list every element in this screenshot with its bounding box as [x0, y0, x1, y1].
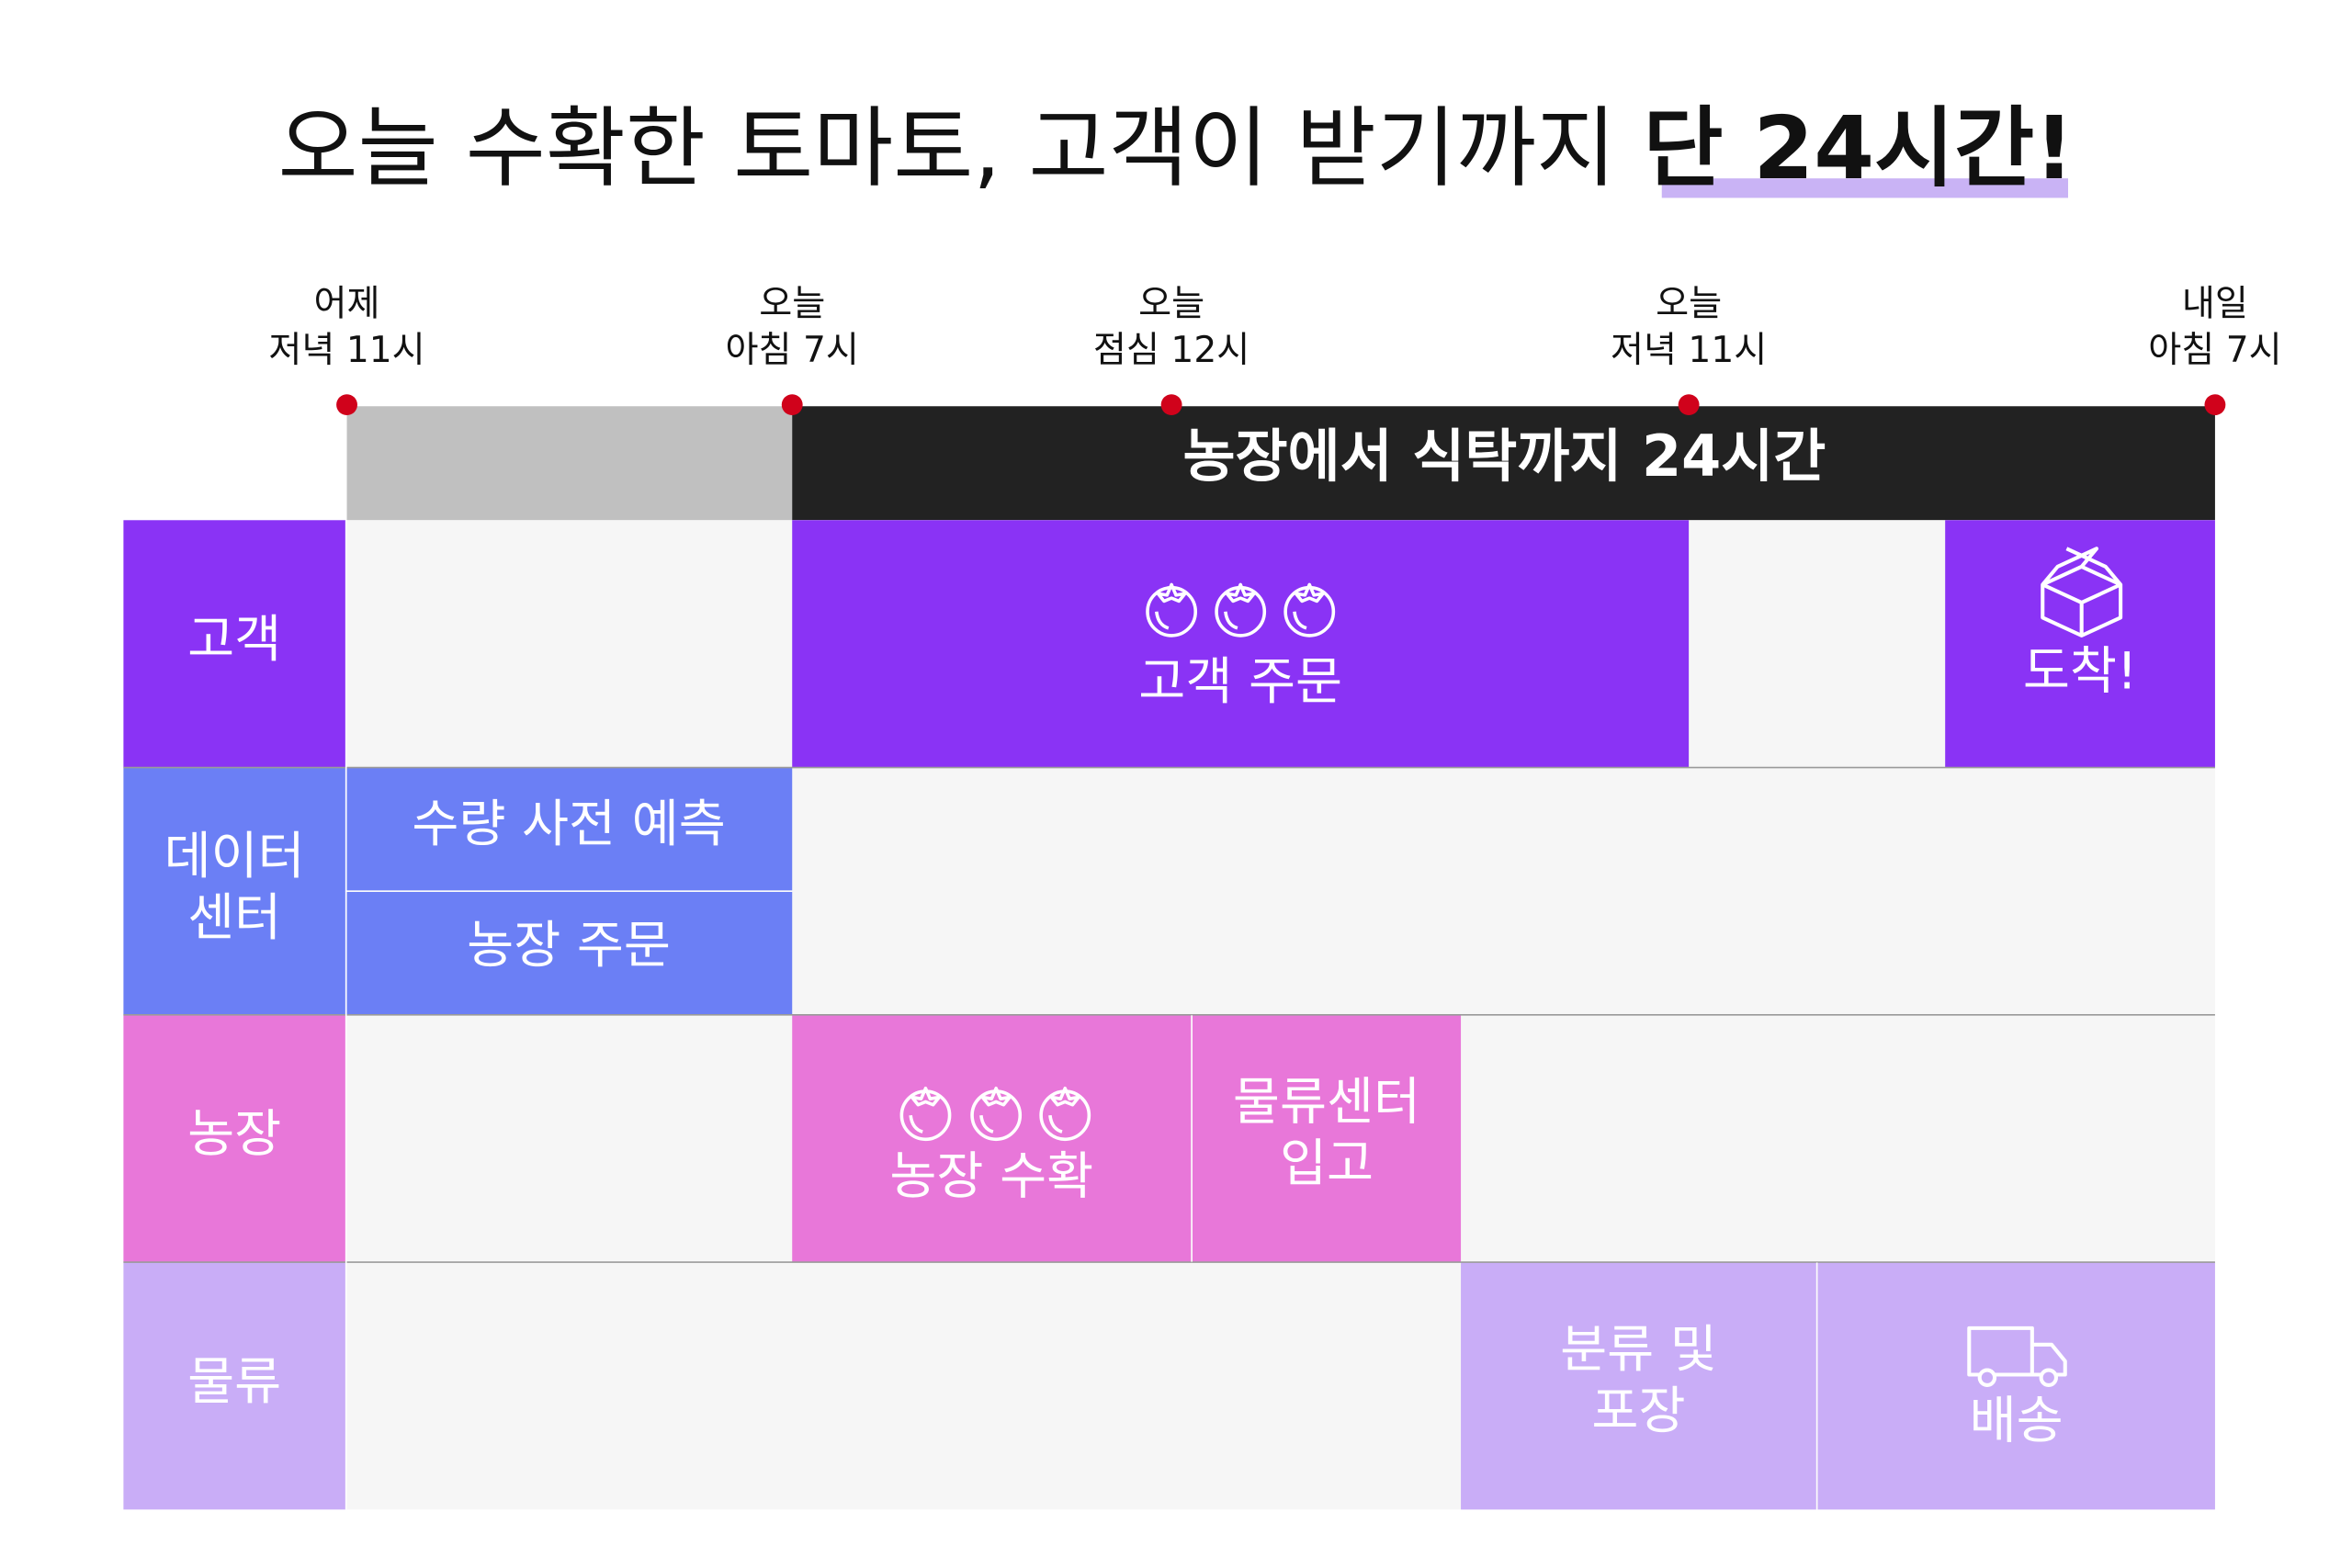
tomato-leaf: [1049, 1086, 1080, 1107]
tomato-icon: [1283, 582, 1336, 637]
block: [1192, 1014, 1462, 1263]
box-shape: [2041, 547, 2123, 637]
tomato-icon: [1215, 582, 1267, 637]
block-label: 입고: [1280, 1135, 1374, 1194]
block: [792, 520, 1690, 768]
tomato-shine: [1293, 611, 1307, 630]
row-label: 센터: [187, 889, 281, 948]
row-header: [123, 520, 345, 768]
tomato-icon: [1039, 1086, 1091, 1142]
tomato-shine: [1224, 611, 1238, 630]
block-label: 포장: [1591, 1382, 1685, 1441]
tomato-icon: [1146, 582, 1198, 637]
truck-wheel: [2039, 1368, 2058, 1387]
block-label: 도착!: [2023, 642, 2137, 701]
time-day: 오늘: [1656, 283, 1722, 324]
block-label: 수량 사전 예측: [412, 795, 725, 854]
tomato-leaf: [1294, 582, 1325, 604]
time-day: 내일: [2182, 283, 2248, 324]
time-hour: 점심 12시: [1093, 330, 1250, 371]
span-bar: [792, 406, 2215, 521]
time-dot: [781, 394, 803, 416]
title-highlight-underline: [1661, 178, 2068, 198]
time-day: 어제: [314, 283, 380, 324]
tomato-icon: [899, 1086, 952, 1142]
row-label: 농장: [187, 1106, 281, 1165]
block: [1817, 1262, 2215, 1510]
tomato-shine: [979, 1114, 994, 1134]
time-dot: [2204, 394, 2226, 416]
title-highlight: 단 24시간!: [1643, 98, 2074, 199]
block-label: 물류센터: [1233, 1074, 1420, 1133]
time-dot: [1678, 394, 1700, 416]
block-label: 농장 주문: [467, 917, 671, 976]
tomato-shine: [1155, 611, 1170, 630]
block: [1945, 520, 2215, 768]
block-label: 농장 수확: [889, 1147, 1093, 1206]
pre-span-bar: [346, 406, 793, 521]
tomato-icon: [970, 1086, 1023, 1142]
row-label: 물류: [187, 1353, 281, 1412]
block: [1461, 1262, 1816, 1510]
row-label: 고객: [187, 611, 281, 670]
block-label: 고객 주문: [1138, 653, 1342, 712]
row-label: 데이터: [164, 828, 305, 886]
time-hour: 아침 7시: [726, 330, 859, 371]
tomato-leaf: [1156, 582, 1187, 604]
time-hour: 저녁 11시: [1611, 330, 1767, 371]
tomato-leaf: [980, 1086, 1012, 1107]
title: 오늘 수확한 토마토, 고객이 받기까지 단 24시간!: [278, 98, 2075, 199]
time-hour: 저녁 11시: [268, 330, 424, 371]
span-label: 농장에서 식탁까지 24시간: [1182, 423, 1826, 490]
time-dot: [1160, 394, 1182, 416]
tomato-shine: [1048, 1114, 1063, 1134]
time-hour: 아침 7시: [2148, 330, 2281, 371]
tomato-leaf: [1225, 582, 1256, 604]
row-header: [123, 1014, 345, 1263]
tomato-leaf: [910, 1086, 941, 1107]
block: [345, 767, 793, 891]
title-text: 오늘 수확한 토마토, 고객이 받기까지: [278, 98, 1616, 199]
time-day: 오늘: [759, 283, 825, 324]
truck-wheel: [1977, 1368, 1997, 1387]
truck-icon: [1967, 1325, 2067, 1387]
tomato-shine: [909, 1114, 923, 1134]
row-header: [123, 767, 345, 1015]
block-label: 배송: [1970, 1392, 2064, 1450]
time-day: 오늘: [1138, 283, 1204, 324]
box-icon: [2041, 547, 2123, 637]
block-label: 분류 및: [1560, 1321, 1717, 1380]
block: [345, 891, 793, 1015]
row-header: [123, 1262, 345, 1510]
time-dot: [336, 394, 357, 416]
